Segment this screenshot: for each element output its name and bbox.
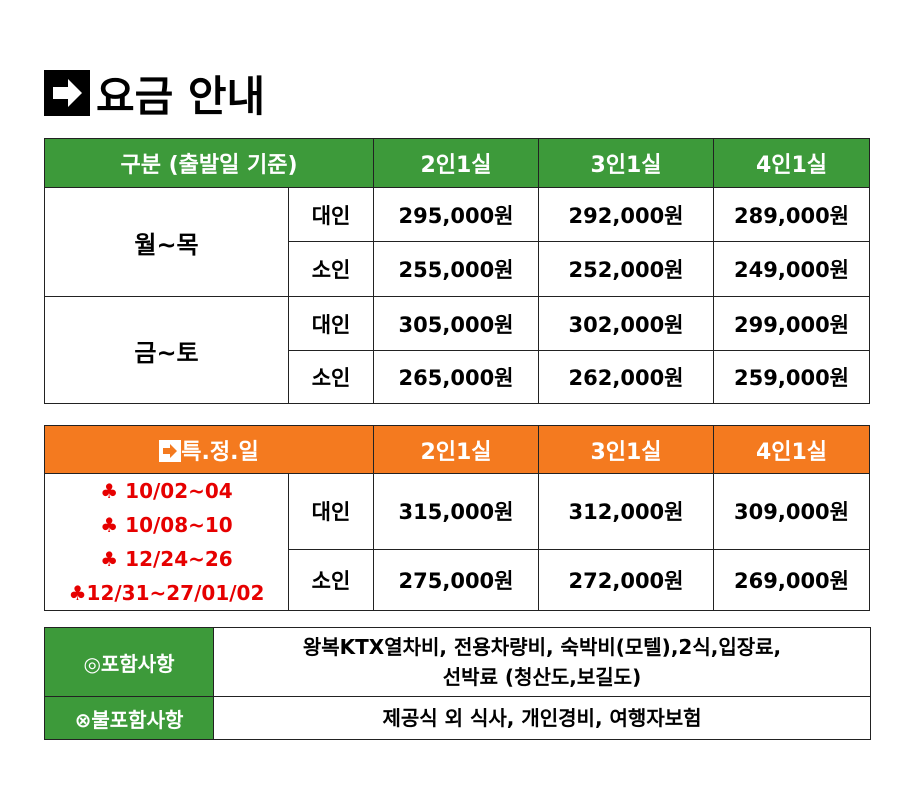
type-cell: 대인 (288, 473, 374, 550)
arrow-icon (44, 70, 90, 116)
type-cell: 소인 (288, 548, 374, 612)
header-cell: 4인1실 (713, 425, 870, 474)
title-row: 요금 안내 (44, 66, 265, 121)
header-row: 특.정.일 2인1실 3인1실 4인1실 (44, 425, 870, 474)
header-cell: 3인1실 (538, 138, 715, 188)
note-label: ◎포함사항 (44, 627, 214, 697)
header-cell: 특.정.일 (44, 425, 374, 474)
price: 289,000원 (713, 187, 871, 242)
price: 312,000원 (538, 473, 714, 550)
header-cell: 2인1실 (373, 138, 540, 188)
price: 259,000원 (713, 350, 871, 404)
type-cell: 대인 (287, 296, 375, 351)
note-row: ⊗불포함사항 제공식 외 식사, 개인경비, 여행자보험 (44, 696, 871, 740)
price: 299,000원 (713, 296, 871, 351)
note-row: ◎포함사항 왕복KTX열차비, 전용차량비, 숙박비(모텔),2식,입장료, 선… (44, 627, 871, 697)
note-line: 제공식 외 식사, 개인경비, 여행자보험 (382, 706, 702, 730)
header-cell: 2인1실 (373, 425, 539, 474)
date: ♣ 10/08~10 (100, 513, 233, 537)
special-table: 특.정.일 2인1실 3인1실 4인1실 ♣ 10/02~04 ♣ 10/08~… (44, 425, 870, 612)
date: ♣ 12/24~26 (100, 547, 233, 571)
price: 252,000원 (538, 241, 715, 297)
price: 262,000원 (538, 350, 715, 404)
row: 소인 275,000원 272,000원 269,000원 (45, 548, 870, 612)
header-cell: 4인1실 (713, 138, 871, 188)
row: 소인 265,000원 262,000원 259,000원 (45, 350, 871, 404)
note-label: ⊗불포함사항 (44, 696, 214, 740)
header-text: 특.정.일 (181, 439, 259, 465)
price: 269,000원 (713, 548, 870, 612)
price: 295,000원 (373, 187, 540, 242)
price: 305,000원 (373, 296, 540, 351)
notes-table: ◎포함사항 왕복KTX열차비, 전용차량비, 숙박비(모텔),2식,입장료, 선… (44, 627, 871, 740)
row: 금~토 대인 305,000원 302,000원 299,000원 (44, 296, 871, 404)
price: 309,000원 (713, 473, 870, 550)
row: ♣ 10/02~04 ♣ 10/08~10 ♣ 12/24~26 ♣12/31~… (44, 473, 870, 611)
note-text: 왕복KTX열차비, 전용차량비, 숙박비(모텔),2식,입장료, 선박료 (청산… (213, 627, 871, 697)
price: 275,000원 (373, 548, 539, 612)
note-line: 왕복KTX열차비, 전용차량비, 숙박비(모텔),2식,입장료, (302, 635, 782, 659)
header-cell: 3인1실 (538, 425, 714, 474)
note-text: 제공식 외 식사, 개인경비, 여행자보험 (213, 696, 871, 740)
price: 265,000원 (373, 350, 540, 404)
arrow-icon (159, 439, 182, 462)
group-label: 금~토 (44, 296, 289, 404)
type-cell: 소인 (287, 350, 375, 404)
header-row: 구분 (출발일 기준) 2인1실 3인1실 4인1실 (43, 138, 871, 188)
page-title: 요금 안내 (96, 71, 266, 121)
type-cell: 소인 (287, 241, 375, 297)
price: 292,000원 (538, 187, 715, 242)
row: 월~목 대인 295,000원 292,000원 289,000원 (44, 187, 871, 297)
date-list: ♣ 10/02~04 ♣ 10/08~10 ♣ 12/24~26 ♣12/31~… (44, 473, 289, 611)
date: ♣ 10/02~04 (100, 479, 233, 503)
price: 272,000원 (538, 548, 714, 612)
regular-table: 구분 (출발일 기준) 2인1실 3인1실 4인1실 월~목 대인 295,00… (43, 138, 871, 404)
type-cell: 대인 (287, 187, 375, 242)
date: ♣12/31~27/01/02 (68, 581, 265, 605)
note-line: 선박료 (청산도,보길도) (442, 665, 642, 689)
header-cell: 구분 (출발일 기준) (43, 138, 375, 188)
price: 302,000원 (538, 296, 715, 351)
price: 315,000원 (373, 473, 539, 550)
price: 249,000원 (713, 241, 871, 297)
price: 255,000원 (373, 241, 540, 297)
group-label: 월~목 (44, 187, 289, 297)
